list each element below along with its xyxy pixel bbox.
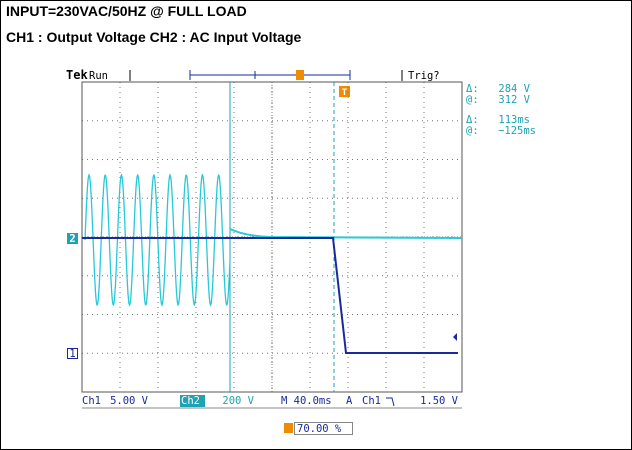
trigger-level: 1.50 V — [420, 395, 459, 407]
trigger-position: 70.00 % — [297, 423, 342, 435]
bottom-bar: Ch1 5.00 V Ch2 200 V M 40.0ms A Ch1 1.50… — [82, 395, 462, 409]
readout-symbol: @: — [466, 125, 479, 137]
ch2-label-box — [180, 395, 205, 407]
trigger-marker-box — [339, 86, 350, 97]
trigger-pos-box — [294, 422, 353, 435]
header-line: CH1 : Output Voltage CH2 : AC Input Volt… — [6, 29, 301, 45]
timebase: M 40.0ms — [281, 395, 332, 407]
ch1-label: Ch1 — [82, 395, 101, 407]
readout-value: 312 V — [498, 94, 530, 106]
slope-icon — [386, 397, 395, 407]
ch2-scale: 200 V — [222, 395, 254, 407]
readout-value: 284 V — [498, 83, 530, 95]
header-line: INPUT=230VAC/50HZ @ FULL LOAD — [6, 3, 247, 19]
ch2-waveform — [84, 173, 231, 307]
trigger-source: Ch1 — [362, 395, 381, 407]
readouts: Δ: 284 V @: 312 V Δ: 113ms @: −125ms — [466, 83, 536, 137]
readout-symbol: Δ: — [466, 114, 479, 126]
ch1-marker: 1 — [69, 348, 75, 360]
ch2-marker-box — [67, 233, 78, 244]
readout-value: 113ms — [498, 114, 530, 126]
readout-value: −125ms — [498, 125, 536, 137]
trigger-status: Trig? — [408, 70, 440, 82]
trigger-marker: T — [342, 88, 348, 98]
trigger-mode: A — [346, 395, 353, 407]
ch2-waveform — [229, 228, 463, 239]
trigger-level-marker — [453, 333, 457, 341]
readout-symbol: @: — [466, 94, 479, 106]
status: Run — [89, 70, 108, 82]
trigger-pos-icon — [284, 423, 293, 433]
ch1-waveform — [82, 237, 458, 354]
brand: Tek — [66, 68, 88, 82]
readout-symbol: Δ: — [466, 83, 479, 95]
record-trigger — [296, 70, 304, 80]
ch2-label: Ch2 — [181, 395, 200, 407]
ch1-marker-box — [67, 348, 78, 359]
ch2-marker: 2 — [69, 233, 75, 245]
ch1-scale: 5.00 V — [110, 395, 149, 407]
